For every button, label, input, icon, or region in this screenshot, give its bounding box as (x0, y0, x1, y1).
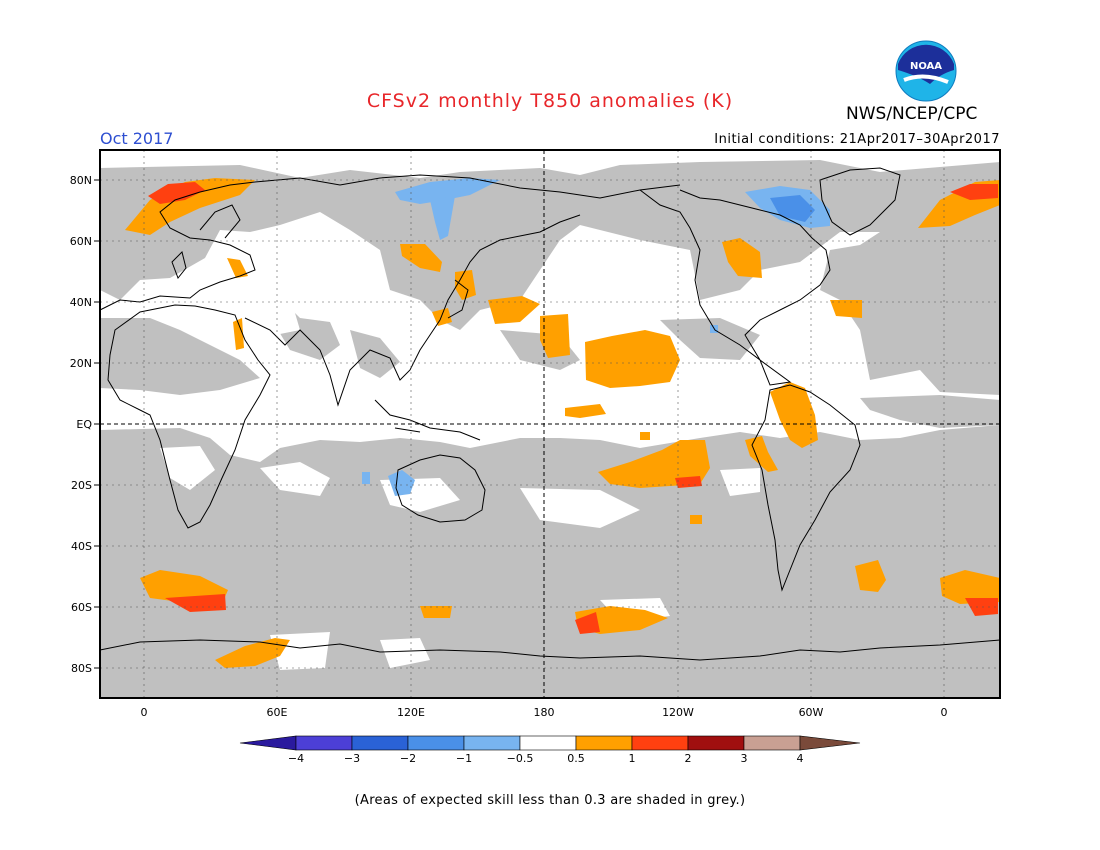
graticule (100, 150, 1000, 698)
map-title: CFSv2 monthly T850 anomalies (K) (366, 90, 734, 112)
initial-conditions-label: Initial conditions: 21Apr2017–30Apr2017 (714, 132, 1000, 147)
colorbar-low-triangle (239, 735, 297, 751)
lat-label: 40S (71, 540, 92, 553)
longitude-labels: 0 60E 120E 180 120W 60W 0 (141, 706, 948, 719)
colorbar-swatch (631, 735, 689, 751)
lat-label: 60S (71, 601, 92, 614)
colorbar-label: 0.5 (567, 752, 585, 765)
lat-label: 20S (71, 479, 92, 492)
colorbar-label: −4 (288, 752, 304, 765)
colorbar-swatch (407, 735, 465, 751)
forecast-month-label: Oct 2017 (100, 129, 174, 148)
low-skill-grey-areas (100, 160, 1000, 698)
noaa-logo-icon: NOAA (895, 40, 957, 102)
noaa-logo-text: NOAA (910, 61, 942, 72)
colorbar-high-triangle (799, 735, 861, 751)
lat-label: 80N (70, 174, 92, 187)
skill-footnote: (Areas of expected skill less than 0.3 a… (354, 793, 746, 808)
lon-label: 120W (662, 706, 694, 719)
colorbar-swatch (743, 735, 801, 751)
colorbar-label: −0.5 (507, 752, 534, 765)
latitude-labels: 80N 60N 40N 20N EQ 20S 40S 60S 80S (70, 174, 93, 675)
lon-label: 0 (941, 706, 948, 719)
warm-anomaly-areas (125, 178, 1000, 668)
colorbar-swatch (687, 735, 745, 751)
lon-label: 60W (799, 706, 824, 719)
colorbar-label: 2 (685, 752, 692, 765)
latitude-ticks (94, 179, 100, 669)
colorbar-label: 3 (741, 752, 748, 765)
colorbar-swatch (463, 735, 521, 751)
lat-label: 60N (70, 235, 92, 248)
colorbar-labels: −4 −3 −2 −1 −0.5 0.5 1 2 3 4 (288, 752, 804, 765)
lat-label: EQ (76, 418, 92, 431)
colorbar-swatch (351, 735, 409, 751)
lat-label: 80S (71, 662, 92, 675)
agency-label: NWS/NCEP/CPC (846, 104, 978, 124)
colorbar-swatches (239, 735, 861, 751)
lon-label: 0 (141, 706, 148, 719)
equator-and-dateline (100, 150, 1000, 698)
lon-label: 60E (267, 706, 288, 719)
colorbar-label: −2 (400, 752, 416, 765)
lon-label: 180 (534, 706, 555, 719)
colorbar-swatch (295, 735, 353, 751)
lat-label: 40N (70, 296, 92, 309)
colorbar-label: 4 (797, 752, 804, 765)
colorbar-swatch (575, 735, 633, 751)
colorbar-label: −1 (456, 752, 472, 765)
colorbar-label: 1 (629, 752, 636, 765)
lat-label: 20N (70, 357, 92, 370)
colorbar-swatch (519, 735, 577, 751)
coastlines (99, 167, 1001, 661)
colorbar-label: −3 (344, 752, 360, 765)
lon-label: 120E (397, 706, 425, 719)
